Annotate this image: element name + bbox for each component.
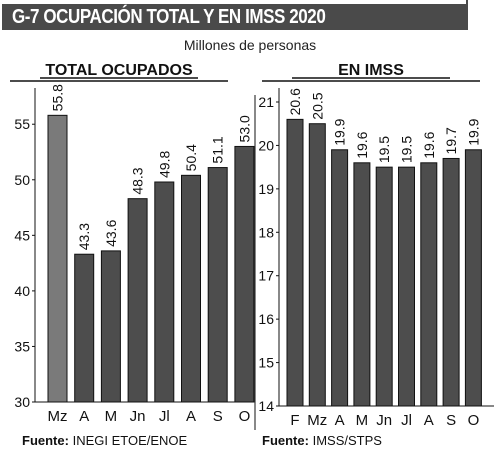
ocupados-bar <box>181 174 201 403</box>
ocupados-x-tick-label: A <box>79 408 89 425</box>
ocupados-y-tick-label: 45 <box>14 227 30 243</box>
ocupados-y-tick-label: 35 <box>14 338 30 354</box>
imss-x-tick-label: O <box>468 412 480 429</box>
imss-bar-value-label: 19.5 <box>399 136 415 163</box>
ocupados-bar <box>47 114 68 403</box>
ocupados-x-tick-label: M <box>105 408 118 425</box>
imss-bar <box>442 157 460 407</box>
imss-bar <box>420 162 438 407</box>
ocupados-bar-value-label: 43.3 <box>76 223 92 250</box>
title-band <box>2 4 468 30</box>
imss-bar <box>464 149 482 407</box>
chart-subtitle: Millones de personas <box>183 37 317 53</box>
imss-bar <box>353 162 371 407</box>
imss-x-tick-label: A <box>335 412 345 429</box>
ocupados-x-tick-label: Jn <box>130 408 146 425</box>
ocupados-panel-title: TOTAL OCUPADOS <box>45 62 193 79</box>
imss-bar <box>286 118 304 407</box>
imss-y-tick-label: 20 <box>258 137 274 153</box>
imss-bar-value-label: 19.7 <box>443 127 459 154</box>
ocupados-bar-value-label: 43.6 <box>103 219 119 246</box>
source-right-text: IMSS/STPS <box>312 433 382 448</box>
ocupados-bar <box>127 198 148 403</box>
imss-bar-value-label: 19.5 <box>376 136 392 163</box>
ocupados-x-tick-label: S <box>213 408 223 425</box>
chart-title: G-7 OCUPACIÓN TOTAL Y EN IMSS 2020 <box>12 6 326 28</box>
title-notch <box>466 0 468 8</box>
ocupados-bar <box>154 181 175 403</box>
ocupados-y-tick-label: 50 <box>14 172 30 188</box>
imss-y-tick-label: 18 <box>258 224 274 240</box>
imss-y-tick-label: 16 <box>258 311 274 327</box>
source-right-label: Fuente: <box>262 433 309 448</box>
imss-y-tick-label: 14 <box>258 398 274 414</box>
imss-bar-value-label: 19.6 <box>354 131 370 158</box>
source-left: Fuente: INEGI ETOE/ENOE <box>22 433 187 448</box>
source-left-text: INEGI ETOE/ENOE <box>72 433 188 448</box>
imss-panel-title: EN IMSS <box>338 62 404 79</box>
ocupados-bar-value-label: 49.8 <box>156 151 172 178</box>
imss-x-tick-label: Jn <box>376 412 392 429</box>
imss-x-tick-label: F <box>290 412 299 429</box>
ocupados-y-tick-label: 30 <box>14 394 30 410</box>
imss-bar-value-label: 19.9 <box>332 118 348 145</box>
imss-bar-value-label: 19.6 <box>421 131 437 158</box>
ocupados-x-tick-label: Jl <box>159 408 170 425</box>
title-bar: G-7 OCUPACIÓN TOTAL Y EN IMSS 2020 <box>0 0 500 32</box>
imss-bar-value-label: 19.9 <box>465 118 481 145</box>
ocupados-bar-value-label: 50.4 <box>183 144 199 171</box>
ocupados-y-tick-label: 40 <box>14 283 30 299</box>
ocupados-x-tick-label: O <box>239 408 251 425</box>
ocupados-x-tick-label: Mz <box>48 408 68 425</box>
imss-bar <box>398 166 415 407</box>
imss-y-tick-label: 21 <box>258 94 274 110</box>
ocupados-bar-value-label: 48.3 <box>130 167 146 194</box>
ocupados-bar <box>207 167 228 403</box>
ocupados-bar <box>234 145 255 403</box>
imss-x-tick-label: S <box>446 412 456 429</box>
imss-x-tick-label: Mz <box>307 412 327 429</box>
ocupados-bar-value-label: 53.0 <box>236 115 252 142</box>
imss-bar-value-label: 20.6 <box>287 88 303 115</box>
source-left-label: Fuente: <box>22 433 69 448</box>
ocupados-x-tick-label: A <box>186 408 196 425</box>
ocupados-bar-value-label: 51.1 <box>210 136 226 163</box>
ocupados-bar-value-label: 55.8 <box>50 84 66 111</box>
ocupados-y-tick-label: 55 <box>14 116 30 132</box>
imss-x-tick-label: Jl <box>401 412 412 429</box>
ocupados-bar <box>74 253 95 403</box>
imss-bar <box>308 123 326 407</box>
imss-bar <box>331 149 349 407</box>
imss-bar-value-label: 20.5 <box>309 92 325 119</box>
imss-x-tick-label: M <box>356 412 369 429</box>
imss-y-tick-label: 17 <box>258 268 274 284</box>
imss-bar <box>375 166 393 407</box>
source-right: Fuente: IMSS/STPS <box>262 433 382 448</box>
imss-y-tick-label: 19 <box>258 181 274 197</box>
imss-x-tick-label: A <box>424 412 434 429</box>
ocupados-bar <box>100 250 121 403</box>
imss-y-tick-label: 15 <box>258 355 274 371</box>
